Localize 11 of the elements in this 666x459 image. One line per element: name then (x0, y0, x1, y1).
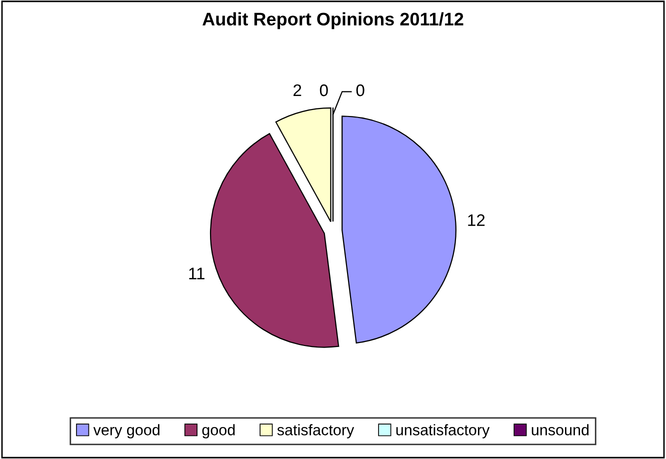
legend-label: very good (93, 424, 160, 438)
legend-label: unsound (532, 424, 589, 436)
data-label: 12 (468, 214, 485, 226)
text: 0 (320, 84, 328, 96)
legend-label: satisfactory (277, 424, 354, 438)
data-label: 2 (294, 84, 302, 96)
text: 0 (356, 84, 364, 96)
legend-label: unsatisfactory (396, 424, 490, 438)
legend-label: good (202, 424, 235, 438)
data-label: 11 (189, 268, 204, 280)
chart-title: Audit Report Opinions 2011/12 (202, 12, 464, 30)
